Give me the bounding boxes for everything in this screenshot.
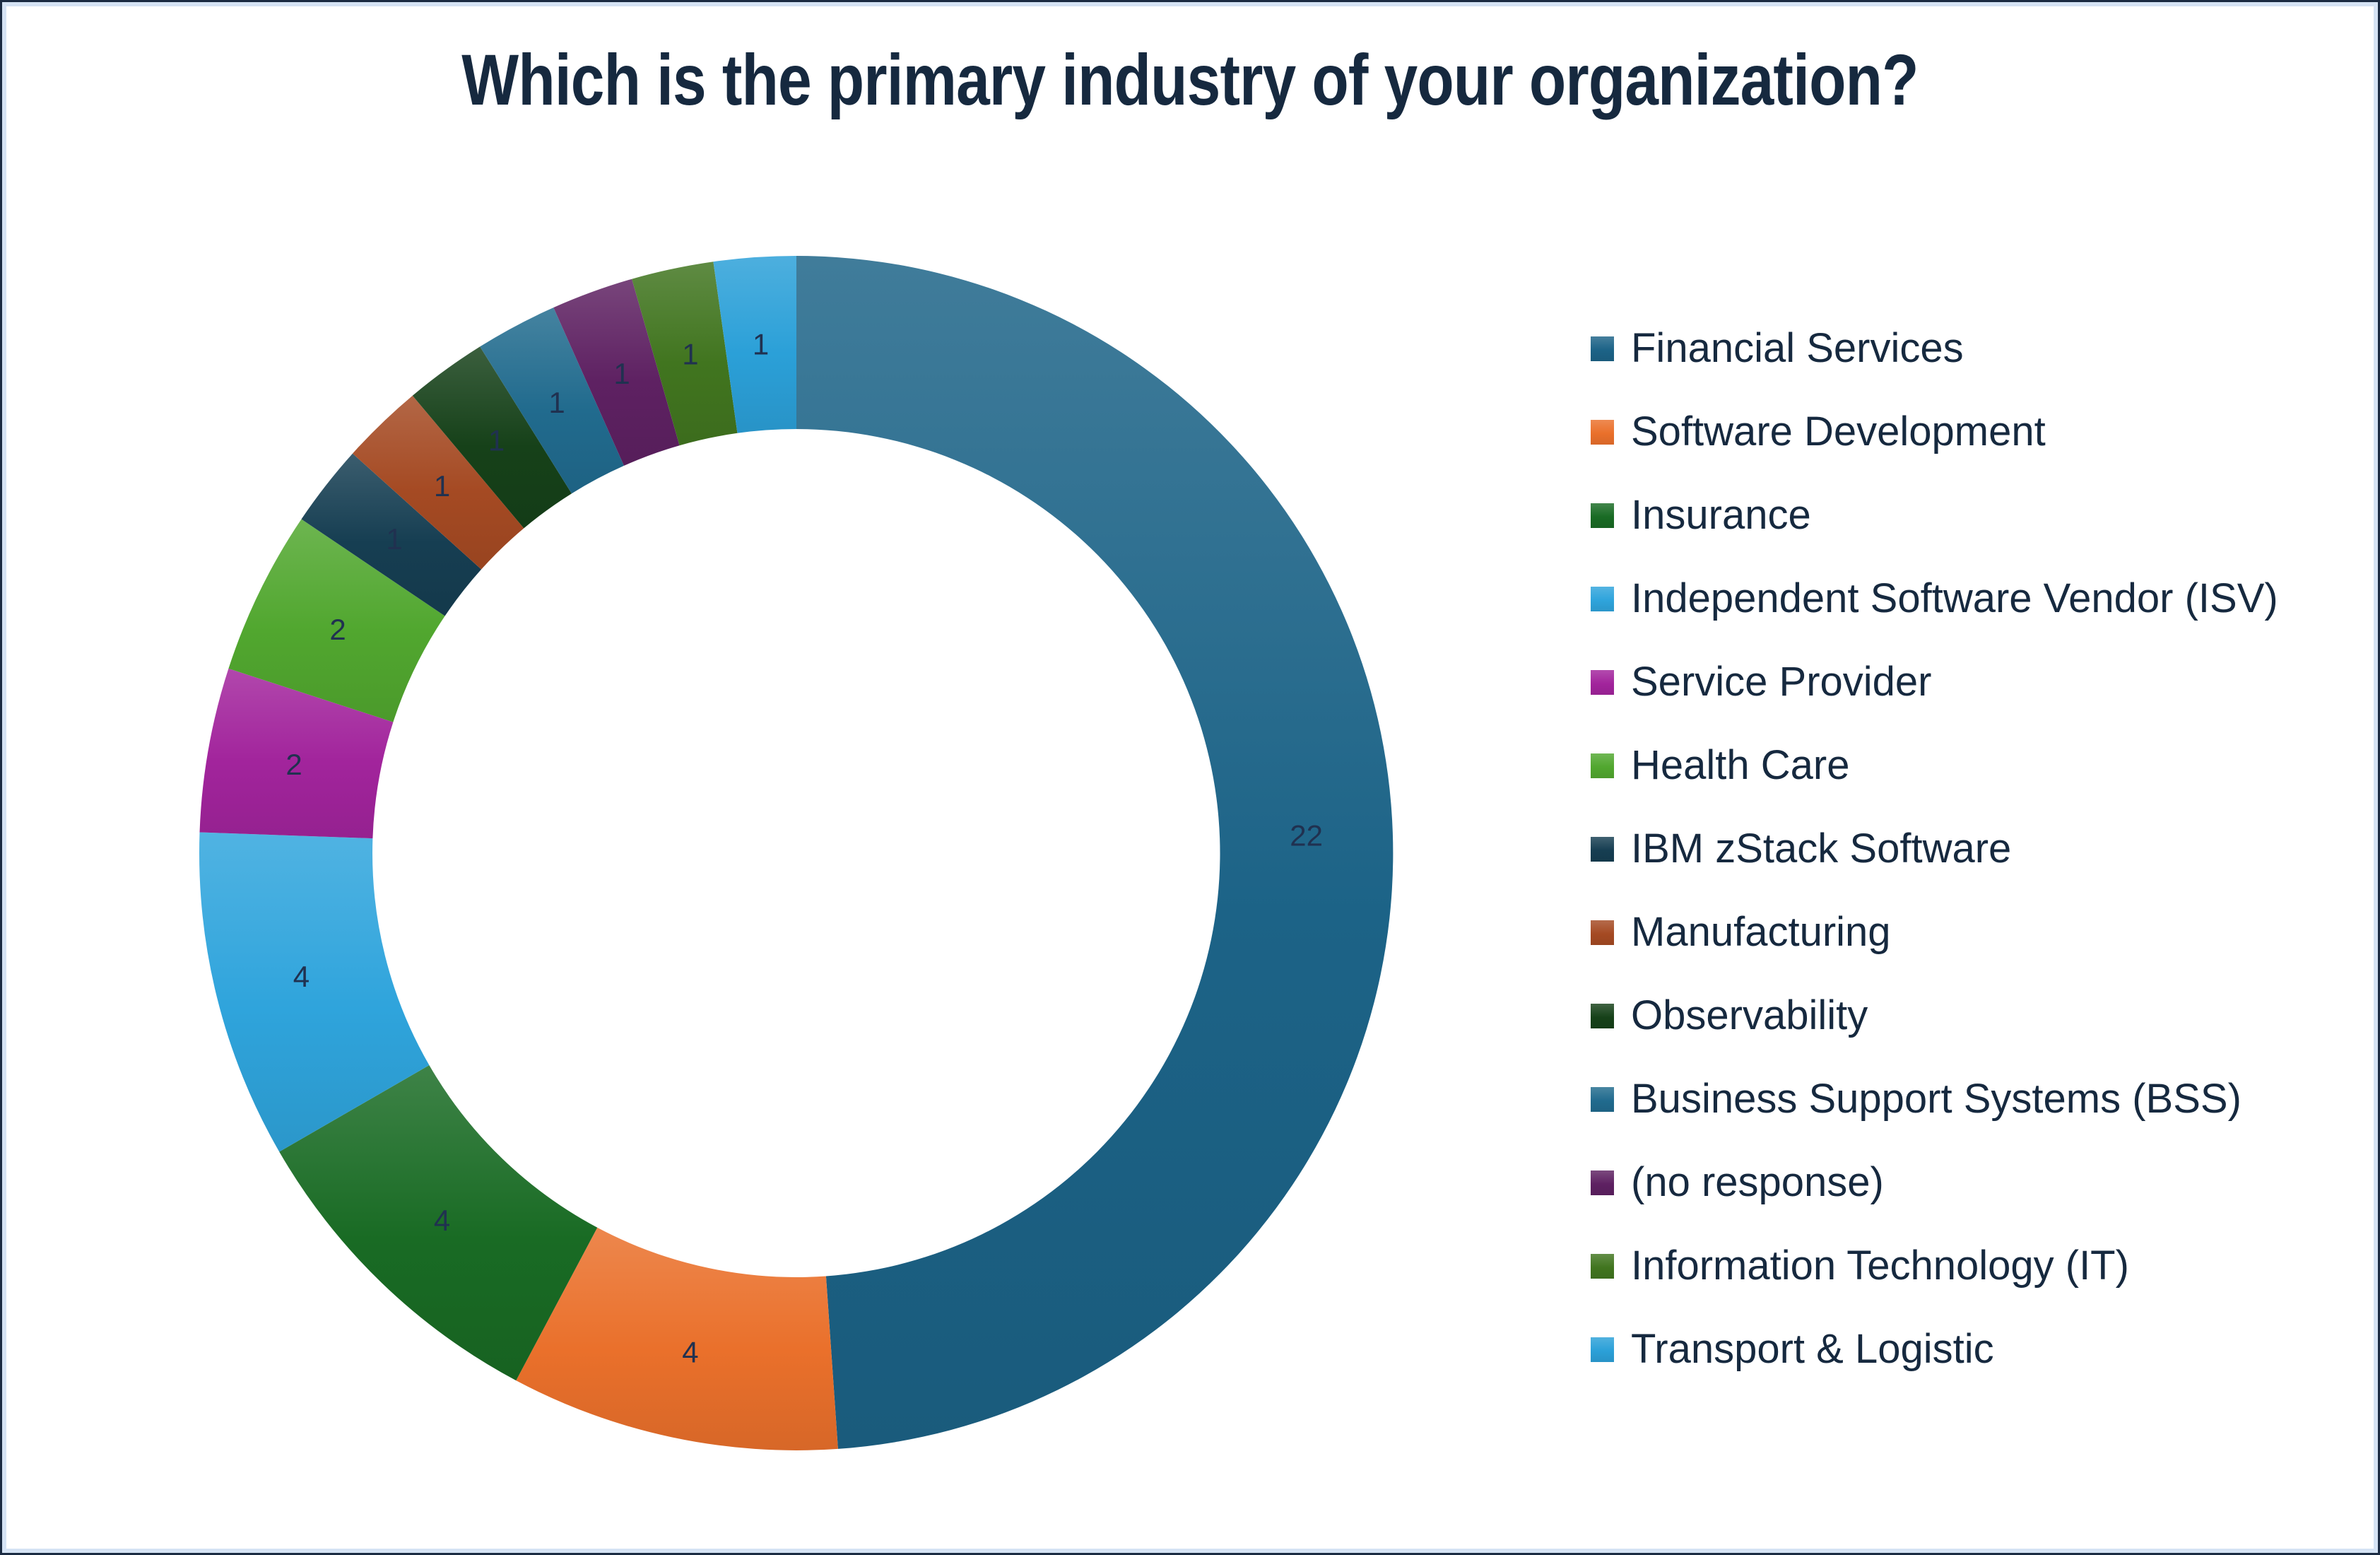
slice-value-label: 4 [434,1204,450,1237]
legend-item: Transport & Logistic [1591,1328,2278,1371]
donut-slice [279,1065,598,1381]
slice-value-label: 4 [682,1336,698,1369]
donut-slice [199,832,430,1152]
legend-swatch-icon [1591,836,1614,862]
donut-slice [713,255,796,433]
legend-item: Software Development [1591,411,2278,453]
legend-item: Observability [1591,994,2278,1037]
legend-label: IBM zStack Software [1631,826,2012,872]
legend-swatch-icon [1591,1337,1614,1362]
legend-swatch-icon [1591,419,1614,445]
legend-item: IBM zStack Software [1591,828,2278,870]
legend-swatch-icon [1591,586,1614,611]
legend-label: Financial Services [1631,325,1964,371]
slice-value-label: 2 [285,748,302,781]
legend-label: Independent Software Vendor (ISV) [1631,575,2278,621]
slice-value-label: 1 [613,357,630,390]
legend-label: Health Care [1631,742,1850,788]
slice-value-label: 4 [293,960,310,993]
legend-label: Service Provider [1631,659,1932,705]
donut-slice [632,262,738,446]
slice-value-label: 1 [548,386,565,419]
legend-swatch-icon [1591,1003,1614,1028]
legend-swatch-icon [1591,1253,1614,1279]
legend-item: Independent Software Vendor (ISV) [1591,577,2278,620]
legend-swatch-icon [1591,669,1614,695]
legend-item: Manufacturing [1591,911,2278,953]
donut-slice [353,395,524,570]
legend-item: Insurance [1591,494,2278,536]
donut-slice [199,668,394,839]
legend-label: Insurance [1631,492,1811,538]
slice-value-label: 1 [753,327,769,360]
donut-slice [796,256,1394,1449]
chart-title-text: Which is the primary industry of your or… [461,40,1919,120]
slice-value-label: 1 [682,337,698,370]
legend-swatch-icon [1591,1170,1614,1195]
legend-label: Observability [1631,992,1868,1038]
slice-value-label: 22 [1290,818,1323,852]
donut-slice [301,453,482,616]
donut-slice [412,346,572,529]
donut-slice [553,278,680,466]
legend-label: Business Support Systems (BSS) [1631,1076,2241,1122]
legend-item: Financial Services [1591,327,2278,370]
legend-label: Software Development [1631,409,2046,454]
slice-value-label: 1 [434,469,450,503]
legend-item: Business Support Systems (BSS) [1591,1078,2278,1120]
legend-swatch-icon [1591,336,1614,361]
slice-value-label: 2 [329,613,346,646]
legend-label: Transport & Logistic [1631,1326,1994,1372]
chart-title: Which is the primary industry of your or… [2,39,2378,122]
legend-item: Information Technology (IT) [1591,1245,2278,1287]
legend-item: Health Care [1591,744,2278,787]
legend: Financial Services Software Development In… [1591,327,2278,1371]
legend-swatch-icon [1591,920,1614,945]
legend-label: (no response) [1631,1159,1884,1205]
slice-value-label: 1 [386,522,402,556]
legend-swatch-icon [1591,503,1614,528]
legend-label: Information Technology (IT) [1631,1243,2129,1289]
legend-label: Manufacturing [1631,909,1891,955]
legend-swatch-icon [1591,753,1614,778]
legend-item: (no response) [1591,1161,2278,1204]
donut-slice [516,1227,838,1450]
slice-value-label: 1 [488,423,505,457]
legend-item: Service Provider [1591,661,2278,703]
donut-slice [228,519,445,722]
donut-slice [480,307,624,494]
legend-swatch-icon [1591,1086,1614,1112]
